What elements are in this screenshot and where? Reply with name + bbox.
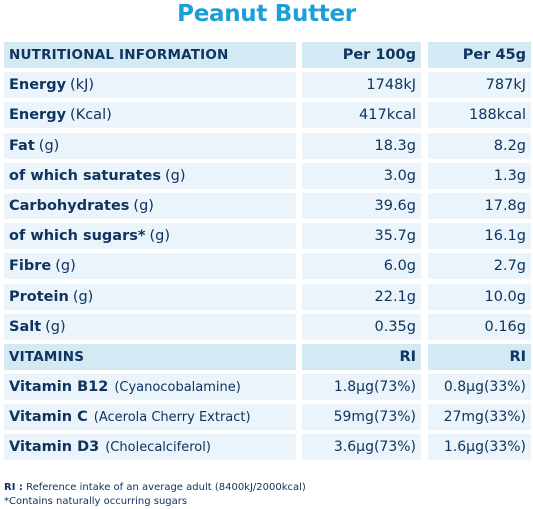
vitamins-header-ri-1: RI <box>302 343 421 370</box>
vitamin-name: Vitamin D3 <box>9 439 100 456</box>
vitamin-name: Vitamin C <box>9 409 88 426</box>
nutrient-unit: (g) <box>38 137 60 154</box>
vitamin-label: Vitamin B12 (Cyanocobalamine) <box>4 374 296 401</box>
vitamin-name: Vitamin B12 <box>9 379 109 396</box>
nutrient-unit: (g) <box>133 197 154 214</box>
nutrient-label: of which sugars* (g) <box>4 223 296 250</box>
vitamin-ri-per100g: 3.6μg(73%) <box>302 434 421 461</box>
vitamin-ri-per100g: 1.8μg(73%) <box>302 374 421 401</box>
table-row: Vitamin D3 (Cholecalciferol) 3.6μg(73%) 1… <box>4 434 531 461</box>
value-per100g: 39.6g <box>302 192 421 219</box>
nutrient-label: Fat (g) <box>4 132 296 159</box>
nutrient-label: Salt (g) <box>4 313 296 340</box>
vitamins-header-label: VITAMINS <box>4 343 296 370</box>
value-per45g: 188kcal <box>428 102 531 129</box>
nutrient-unit: (g) <box>55 258 76 275</box>
table-row: Fibre (g) 6.0g 2.7g <box>4 253 531 280</box>
nutrient-unit: (g) <box>149 228 170 245</box>
vitamin-source: (Acerola Cherry Extract) <box>93 409 251 425</box>
vitamin-ri-per45g: 27mg(33%) <box>428 404 531 431</box>
nutrient-name: Salt <box>9 318 42 335</box>
nutrition-header-row: NUTRITIONAL INFORMATION Per 100g Per 45g <box>4 42 531 68</box>
table-row: of which saturates (g) 3.0g 1.3g <box>4 162 531 189</box>
nutrition-table: NUTRITIONAL INFORMATION Per 100g Per 45g… <box>4 42 531 465</box>
value-per45g: 787kJ <box>428 72 531 99</box>
value-per45g: 10.0g <box>428 283 531 310</box>
sugars-footnote: *Contains naturally occurring sugars <box>4 495 188 507</box>
value-per45g: 8.2g <box>428 132 531 159</box>
table-row: Energy (kJ) 1748kJ 787kJ <box>4 72 531 99</box>
vitamin-source: (Cholecalciferol) <box>105 439 211 455</box>
nutrient-name: of which sugars* <box>9 228 146 245</box>
value-per100g: 22.1g <box>302 283 421 310</box>
table-row: Vitamin C (Acerola Cherry Extract) 59mg(7… <box>4 404 531 431</box>
nutrient-unit: (g) <box>45 318 66 335</box>
nutrient-label: Protein (g) <box>4 283 296 310</box>
vitamin-ri-per100g: 59mg(73%) <box>302 404 421 431</box>
value-per100g: 6.0g <box>302 253 421 280</box>
nutrient-name: Fibre <box>9 258 52 275</box>
vitamin-label: Vitamin C (Acerola Cherry Extract) <box>4 404 296 431</box>
table-row: of which sugars* (g) 35.7g 16.1g <box>4 223 531 250</box>
nutrient-unit: (kJ) <box>70 77 95 94</box>
value-per100g: 1748kJ <box>302 72 421 99</box>
value-per45g: 2.7g <box>428 253 531 280</box>
table-row: Protein (g) 22.1g 10.0g <box>4 283 531 310</box>
value-per45g: 1.3g <box>428 162 531 189</box>
nutrient-label: Energy (Kcal) <box>4 102 296 129</box>
nutrient-name: Carbohydrates <box>9 197 130 214</box>
vitamin-source: (Cyanocobalamine) <box>114 379 241 395</box>
nutrition-header-per45g: Per 45g <box>428 42 531 68</box>
vitamin-label: Vitamin D3 (Cholecalciferol) <box>4 434 296 461</box>
nutrient-name: Fat <box>9 137 35 154</box>
nutrient-name: Protein <box>9 288 69 305</box>
value-per45g: 0.16g <box>428 313 531 340</box>
vitamins-header-row: VITAMINS RI RI <box>4 343 531 370</box>
value-per100g: 3.0g <box>302 162 421 189</box>
nutrient-label: of which saturates (g) <box>4 162 296 189</box>
value-per100g: 417kcal <box>302 102 421 129</box>
table-row: Fat (g) 18.3g 8.2g <box>4 132 531 159</box>
value-per45g: 17.8g <box>428 192 531 219</box>
footnotes: RI : Reference intake of an average adul… <box>4 481 306 508</box>
nutrient-unit: (g) <box>72 288 94 305</box>
value-per100g: 35.7g <box>302 223 421 250</box>
nutrient-label: Energy (kJ) <box>4 72 296 99</box>
value-per100g: 0.35g <box>302 313 421 340</box>
nutrient-label: Carbohydrates (g) <box>4 192 296 219</box>
vitamin-ri-per45g: 1.6μg(33%) <box>428 434 531 461</box>
table-row: Vitamin B12 (Cyanocobalamine) 1.8μg(73%) … <box>4 374 531 401</box>
ri-footnote-text: Reference intake of an average adult (84… <box>26 482 306 493</box>
table-row: Carbohydrates (g) 39.6g 17.8g <box>4 192 531 219</box>
nutrient-name: Energy <box>9 107 67 124</box>
value-per100g: 18.3g <box>302 132 421 159</box>
page-title: Peanut Butter <box>177 1 356 27</box>
vitamins-header-ri-2: RI <box>428 343 531 370</box>
table-row: Salt (g) 0.35g 0.16g <box>4 313 531 340</box>
ri-footnote-key: RI : <box>4 482 23 493</box>
nutrient-name: of which saturates <box>9 167 161 184</box>
nutrition-header-per100g: Per 100g <box>302 42 421 68</box>
table-row: Energy (Kcal) 417kcal 188kcal <box>4 102 531 129</box>
nutrient-label: Fibre (g) <box>4 253 296 280</box>
value-per45g: 16.1g <box>428 223 531 250</box>
vitamin-ri-per45g: 0.8μg(33%) <box>428 374 531 401</box>
nutrient-unit: (Kcal) <box>70 107 112 124</box>
nutrient-unit: (g) <box>164 167 186 184</box>
nutrition-header-label: NUTRITIONAL INFORMATION <box>4 42 296 68</box>
ri-footnote: RI : Reference intake of an average adul… <box>4 481 306 495</box>
nutrient-name: Energy <box>9 77 67 94</box>
